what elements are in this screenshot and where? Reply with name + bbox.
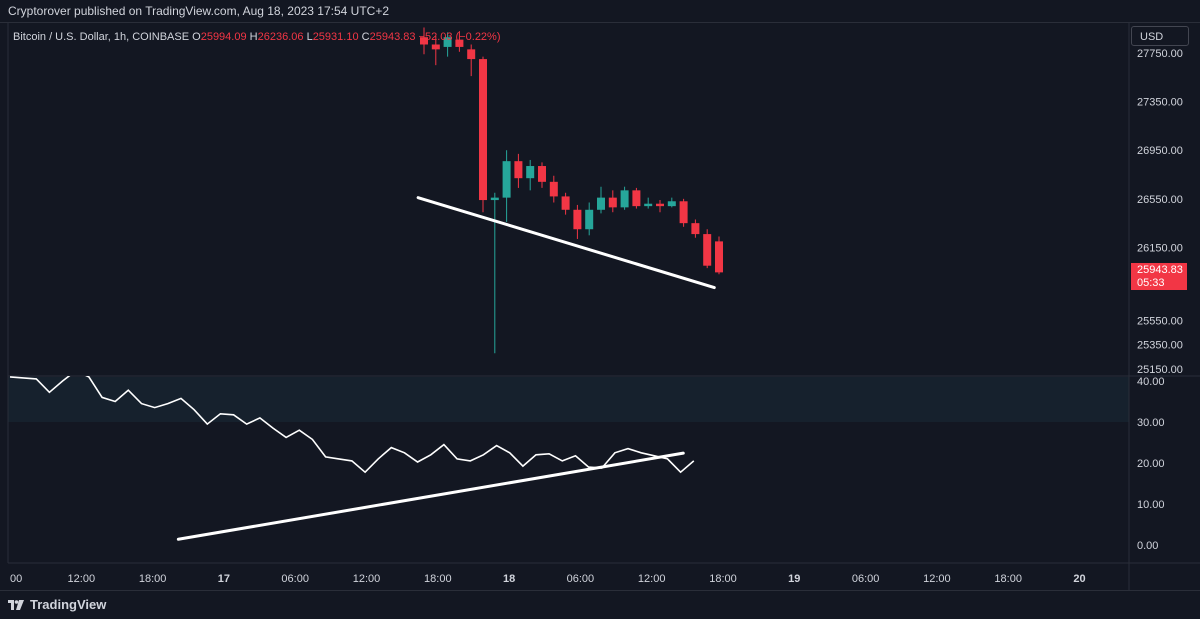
oscillator-tick-label: 20.00 bbox=[1137, 458, 1165, 470]
candle-body bbox=[538, 166, 546, 182]
time-tick-label: 06:00 bbox=[567, 573, 595, 585]
candle-body bbox=[455, 39, 464, 47]
currency-selector[interactable]: USD bbox=[1131, 26, 1189, 46]
price-tick-label: 27750.00 bbox=[1137, 48, 1183, 60]
candle-body bbox=[549, 181, 558, 197]
time-tick-label: 12:00 bbox=[923, 573, 951, 585]
last-price-badge: 25943.83 05:33 bbox=[1131, 263, 1187, 290]
price-tick-label: 27350.00 bbox=[1137, 97, 1183, 109]
price-tick-label: 26150.00 bbox=[1137, 242, 1183, 254]
close-key: C bbox=[361, 31, 370, 43]
header-bar: Cryptorover published on TradingView.com… bbox=[0, 0, 1200, 23]
candle-body bbox=[597, 197, 605, 210]
candle-body bbox=[490, 197, 499, 201]
symbol-label: Bitcoin / U.S. Dollar, 1h, COINBASE bbox=[13, 31, 190, 43]
time-tick-label: 18:00 bbox=[709, 573, 737, 585]
price-tick-label: 26950.00 bbox=[1137, 145, 1183, 157]
candle-body bbox=[608, 197, 617, 208]
oscillator-tick-label: 40.00 bbox=[1137, 376, 1165, 388]
oscillator-tick-label: 0.00 bbox=[1137, 540, 1158, 552]
candle-body bbox=[585, 209, 594, 230]
price-tick-label: 25350.00 bbox=[1137, 340, 1183, 352]
open-key: O bbox=[192, 31, 201, 43]
candle-body bbox=[561, 196, 570, 210]
high-key: H bbox=[249, 31, 258, 43]
bar-countdown: 05:33 bbox=[1137, 277, 1165, 289]
price-tick-label: 26550.00 bbox=[1137, 194, 1183, 206]
high-value: 26236.06 bbox=[257, 31, 304, 43]
price-trendline bbox=[416, 196, 716, 290]
publish-info: Cryptorover published on TradingView.com… bbox=[8, 4, 390, 18]
candle-body bbox=[526, 166, 535, 179]
time-tick-label: 12:00 bbox=[68, 573, 96, 585]
oscillator-tick-label: 10.00 bbox=[1137, 499, 1165, 511]
candle-body bbox=[679, 201, 688, 224]
low-key: L bbox=[306, 31, 313, 43]
candle-body bbox=[479, 59, 487, 201]
price-tick-label: 25550.00 bbox=[1137, 315, 1183, 327]
low-value: 25931.10 bbox=[312, 31, 359, 43]
candle-body bbox=[620, 190, 629, 208]
candle-body bbox=[691, 223, 700, 235]
candle-body bbox=[443, 37, 452, 47]
candle-body bbox=[420, 37, 428, 45]
tradingview-label: TradingView bbox=[30, 597, 107, 612]
candle-body bbox=[431, 44, 440, 50]
change-value: −52.03 (−0.22%) bbox=[418, 31, 501, 43]
candle-body bbox=[514, 161, 523, 179]
candle-body bbox=[502, 161, 511, 198]
time-tick-label: 18 bbox=[503, 573, 515, 585]
footer-bar: TradingView bbox=[0, 590, 1200, 619]
time-tick-label: 19 bbox=[788, 573, 800, 585]
ohlc-legend: Bitcoin / U.S. Dollar, 1h, COINBASE O259… bbox=[13, 31, 501, 43]
price-tick-label: 25150.00 bbox=[1137, 364, 1183, 376]
time-tick-label: 18:00 bbox=[994, 573, 1022, 585]
time-tick-label: 18:00 bbox=[424, 573, 452, 585]
time-tick-label: 20 bbox=[1073, 573, 1085, 585]
time-tick-label: 12:00 bbox=[638, 573, 666, 585]
candle-body bbox=[656, 203, 664, 207]
candle-body bbox=[715, 241, 723, 273]
oscillator-tick-label: 30.00 bbox=[1137, 417, 1165, 429]
time-tick-label: 06:00 bbox=[281, 573, 309, 585]
time-tick-label: 17 bbox=[218, 573, 230, 585]
candle-body bbox=[703, 234, 712, 266]
candle-body bbox=[667, 201, 676, 207]
oscillator-line bbox=[9, 376, 695, 474]
candle-body bbox=[573, 209, 582, 230]
tradingview-brand[interactable]: TradingView bbox=[8, 597, 106, 612]
candle-body bbox=[644, 203, 653, 207]
oscillator-trendline bbox=[176, 451, 685, 541]
time-tick-label: 12:00 bbox=[353, 573, 381, 585]
time-tick-label: 06:00 bbox=[852, 573, 880, 585]
oscillator-band bbox=[8, 377, 1129, 422]
open-value: 25994.09 bbox=[200, 31, 247, 43]
time-tick-label: 00 bbox=[10, 573, 22, 585]
last-price-value: 25943.83 bbox=[1137, 264, 1183, 276]
candle-body bbox=[632, 190, 641, 207]
tradingview-logo-icon bbox=[8, 599, 24, 610]
time-tick-label: 18:00 bbox=[139, 573, 167, 585]
candle-body bbox=[467, 49, 476, 60]
close-value: 25943.83 bbox=[369, 31, 416, 43]
